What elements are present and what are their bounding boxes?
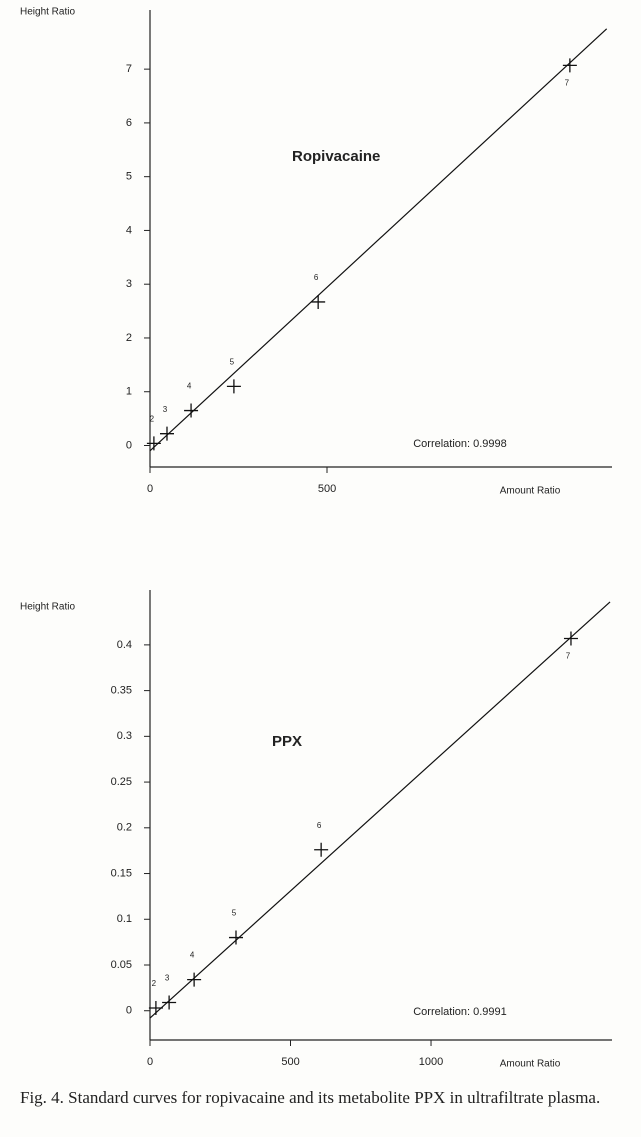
point-label: 2	[152, 979, 157, 988]
data-point	[228, 930, 243, 945]
point-label: 4	[187, 382, 192, 391]
y-tick-label: 0.15	[111, 867, 132, 879]
y-tick-label: 6	[126, 117, 132, 129]
chart-title: Ropivacaine	[292, 148, 380, 165]
point-label: 5	[232, 909, 237, 918]
point-label: 2	[150, 414, 155, 423]
fit-line	[149, 28, 608, 452]
data-point	[148, 1000, 163, 1015]
point-label: 4	[190, 951, 195, 960]
x-tick-label: 500	[281, 1056, 299, 1068]
y-tick-label: 5	[126, 171, 132, 183]
data-point	[562, 58, 577, 73]
data-point	[314, 842, 329, 857]
y-tick-label: 0.2	[117, 822, 132, 834]
y-tick-label: 0.4	[117, 639, 132, 651]
y-tick-label: 1	[126, 386, 132, 398]
data-point	[162, 995, 177, 1010]
x-axis-label: Amount Ratio	[500, 1059, 561, 1070]
y-tick-label: 0.3	[117, 730, 132, 742]
point-label: 3	[163, 405, 168, 414]
y-tick-label: 0	[126, 439, 132, 451]
annotation: Correlation: 0.9998	[413, 438, 507, 450]
data-point	[146, 436, 161, 451]
y-tick-label: 0.25	[111, 776, 132, 788]
x-tick-label: 1000	[419, 1056, 443, 1068]
y-tick-label: 0	[126, 1005, 132, 1017]
y-tick-label: 0.05	[111, 959, 132, 971]
y-tick-label: 2	[126, 332, 132, 344]
fit-line	[149, 601, 611, 1019]
point-label: 5	[230, 357, 235, 366]
data-point	[159, 426, 174, 441]
x-tick-label: 0	[147, 483, 153, 495]
caption: Fig. 4. Standard curves for ropivacaine …	[20, 1088, 601, 1107]
point-label: 6	[314, 273, 319, 282]
x-tick-label: 0	[147, 1056, 153, 1068]
data-point	[563, 631, 578, 646]
y-axis-label: Height Ratio	[20, 602, 75, 613]
x-tick-label: 500	[318, 483, 336, 495]
y-tick-label: 4	[126, 224, 132, 236]
point-label: 7	[566, 652, 571, 661]
data-point	[187, 972, 202, 987]
y-tick-label: 3	[126, 278, 132, 290]
data-point	[184, 403, 199, 418]
point-label: 7	[565, 78, 570, 87]
y-tick-label: 7	[126, 63, 132, 75]
y-tick-label: 0.35	[111, 685, 132, 697]
data-point	[311, 294, 326, 309]
chart-title: PPX	[272, 733, 302, 750]
y-axis-label: Height Ratio	[20, 7, 75, 18]
data-point	[226, 379, 241, 394]
annotation: Correlation: 0.9991	[413, 1006, 507, 1018]
point-label: 3	[165, 974, 170, 983]
y-tick-label: 0.1	[117, 913, 132, 925]
point-label: 6	[317, 821, 322, 830]
x-axis-label: Amount Ratio	[500, 486, 561, 497]
